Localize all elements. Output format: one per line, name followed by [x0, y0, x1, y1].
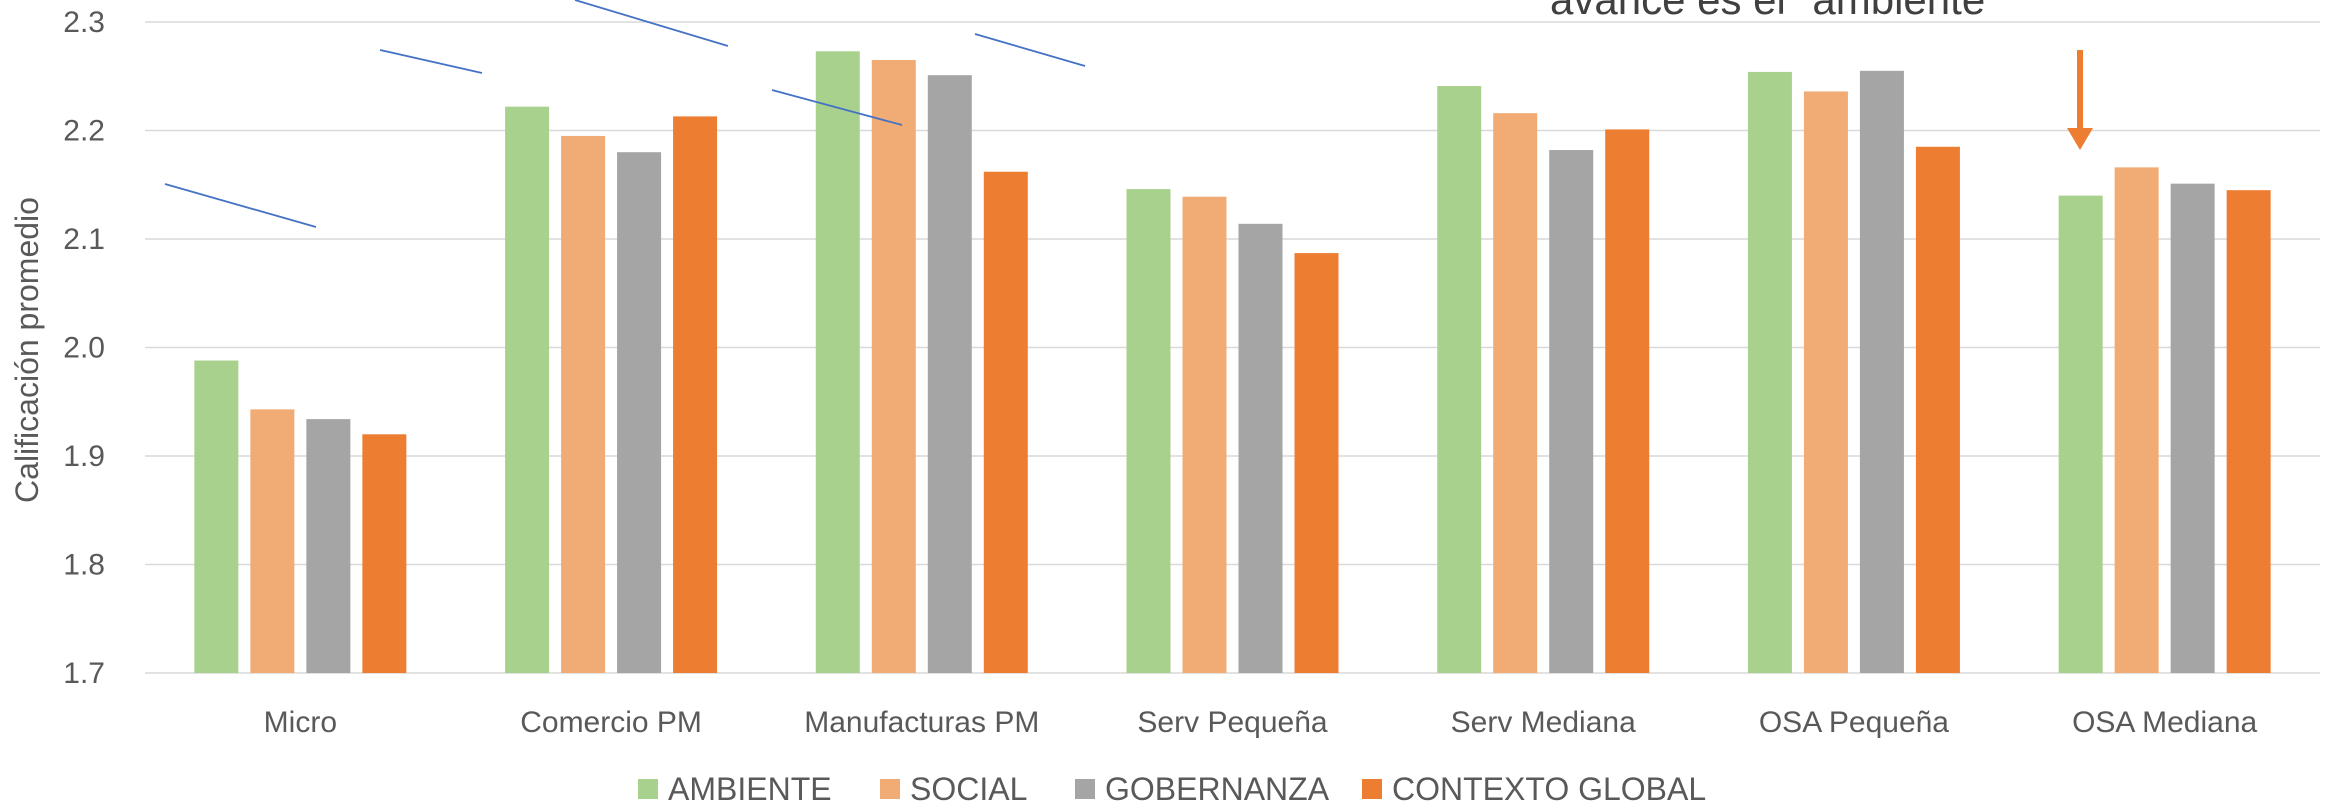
bar	[250, 409, 295, 673]
bar	[1747, 71, 1792, 673]
legend-swatch	[638, 779, 658, 799]
trend-lines	[164, 0, 1086, 228]
bar	[2114, 167, 2159, 673]
y-tick-label: 1.9	[63, 440, 105, 473]
trend-line	[164, 183, 317, 228]
legend-swatch	[1075, 779, 1095, 799]
bar	[983, 171, 1028, 674]
bar	[561, 135, 606, 674]
y-tick-label: 1.8	[63, 549, 105, 582]
bar	[927, 75, 972, 674]
y-tick-label: 2.0	[63, 332, 105, 365]
x-tick-label: Serv Pequeña	[1137, 706, 1327, 739]
x-tick-label: Manufacturas PM	[804, 706, 1039, 739]
legend: AMBIENTE SOCIAL GOBERNANZA CONTEXTO GLOBAL	[638, 771, 1706, 807]
bar	[1437, 86, 1482, 673]
y-tick-label: 1.7	[63, 657, 105, 690]
annotation-arrow	[2067, 50, 2093, 150]
bar	[1493, 113, 1538, 673]
x-axis-ticks: Micro Comercio PM Manufacturas PM Serv Pequ…	[264, 706, 2258, 739]
bar	[1915, 146, 1960, 673]
trend-line	[771, 89, 903, 126]
bar	[871, 59, 916, 674]
bar	[1605, 129, 1650, 674]
x-tick-label: OSA Pequeña	[1759, 706, 1949, 739]
y-axis-ticks: 1.7 1.8 1.9 2.0 2.1 2.2 2.3	[63, 6, 105, 690]
bar	[673, 116, 718, 673]
trend-line	[574, 0, 729, 47]
gridlines	[145, 21, 2320, 674]
x-tick-label: OSA Mediana	[2072, 706, 2257, 739]
y-tick-label: 2.1	[63, 223, 105, 256]
bar	[1182, 196, 1227, 673]
bar	[1294, 253, 1339, 674]
legend-label: SOCIAL	[910, 771, 1027, 807]
bar	[194, 360, 239, 673]
legend-label: CONTEXTO GLOBAL	[1392, 771, 1706, 807]
bar	[362, 434, 407, 673]
bar	[2058, 195, 2103, 673]
bar	[2226, 190, 2271, 674]
bar	[1803, 91, 1848, 673]
x-tick-label: Serv Mediana	[1451, 706, 1636, 739]
legend-label: GOBERNANZA	[1105, 771, 1330, 807]
bar	[1859, 70, 1904, 673]
bar	[306, 419, 351, 673]
legend-swatch	[880, 779, 900, 799]
bar	[1549, 150, 1594, 673]
bar	[505, 106, 550, 673]
x-tick-label: Micro	[264, 706, 337, 739]
bar	[2170, 183, 2215, 674]
legend-label: AMBIENTE	[668, 771, 832, 807]
bar	[815, 51, 860, 674]
bar	[1238, 223, 1283, 673]
y-axis-label: Calificación promedio	[9, 197, 45, 503]
arrow-head	[2067, 128, 2093, 150]
x-tick-label: Comercio PM	[520, 706, 702, 739]
trend-line	[974, 33, 1086, 67]
bar	[1126, 189, 1171, 673]
y-tick-label: 2.2	[63, 115, 105, 148]
bar	[617, 152, 662, 673]
trend-line	[379, 49, 483, 74]
annotation-text: avance es el "ambiente"	[1550, 0, 2000, 23]
bars	[194, 51, 2271, 674]
y-tick-label: 2.3	[63, 6, 105, 39]
legend-swatch	[1362, 779, 1382, 799]
